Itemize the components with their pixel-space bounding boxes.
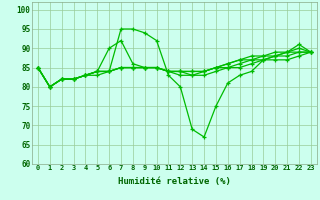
X-axis label: Humidité relative (%): Humidité relative (%) xyxy=(118,177,231,186)
